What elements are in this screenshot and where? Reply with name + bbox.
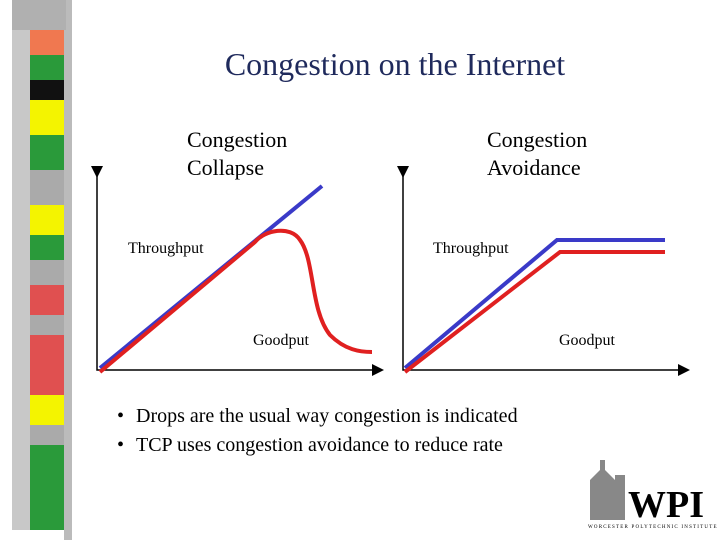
logo: WPI WORCESTER POLYTECHNIC INSTITUTE — [588, 460, 718, 530]
bullet-dot: • — [117, 434, 124, 456]
label: Throughput — [128, 240, 204, 257]
heading: Congestion — [187, 127, 287, 152]
heading: Avoidance — [487, 155, 581, 180]
axes — [91, 166, 384, 376]
throughput-line — [403, 238, 665, 370]
heading: Collapse — [187, 155, 264, 180]
logo-subtitle: WORCESTER POLYTECHNIC INSTITUTE — [588, 525, 718, 530]
label: Goodput — [253, 332, 310, 349]
label: Goodput — [559, 332, 616, 349]
axes — [397, 166, 690, 376]
bullet-dot: • — [117, 405, 124, 427]
logo-name: WPI — [628, 484, 704, 526]
heading: Congestion — [487, 127, 587, 152]
side-strip — [12, 0, 72, 540]
bullet: TCP uses congestion avoidance to reduce … — [136, 434, 503, 456]
bullet: Drops are the usual way congestion is in… — [136, 405, 518, 427]
title: Congestion on the Internet — [225, 46, 565, 82]
label: Throughput — [433, 240, 509, 257]
goodput-line — [403, 250, 665, 374]
goodput-line — [98, 228, 373, 374]
